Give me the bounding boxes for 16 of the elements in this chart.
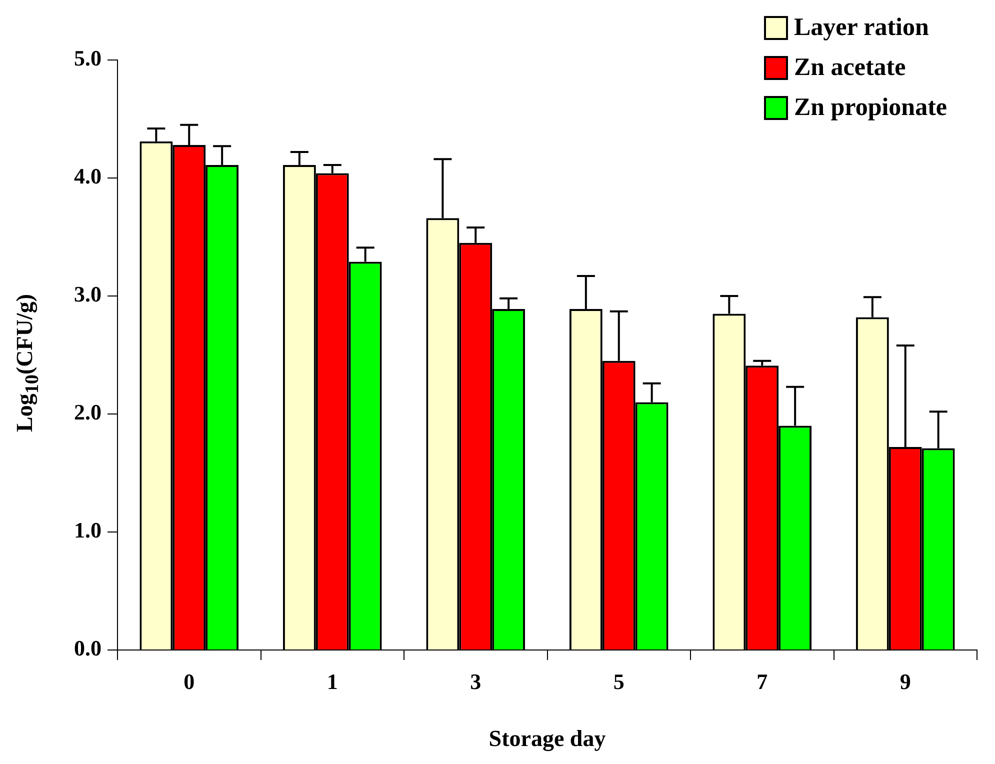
x-tick-label: 7 [756, 668, 768, 694]
y-tick-label: 4.0 [74, 164, 102, 189]
x-tick-label: 5 [613, 668, 624, 694]
legend-label: Zn propionate [794, 94, 947, 122]
legend-label: Zn acetate [794, 54, 906, 82]
legend-label: Layer ration [794, 14, 929, 42]
x-axis-title: Storage day [488, 726, 606, 752]
x-tick-label: 1 [326, 668, 338, 694]
y-tick-label: 2.0 [74, 400, 102, 425]
y-tick-label: 3.0 [74, 282, 102, 307]
y-tick-label: 5.0 [74, 46, 102, 71]
y-tick-label: 1.0 [74, 518, 102, 543]
x-tick-label: 0 [184, 668, 195, 694]
x-tick-label: 3 [470, 668, 482, 694]
y-tick-label: 0.0 [74, 636, 102, 661]
x-tick-label: 9 [900, 668, 911, 694]
